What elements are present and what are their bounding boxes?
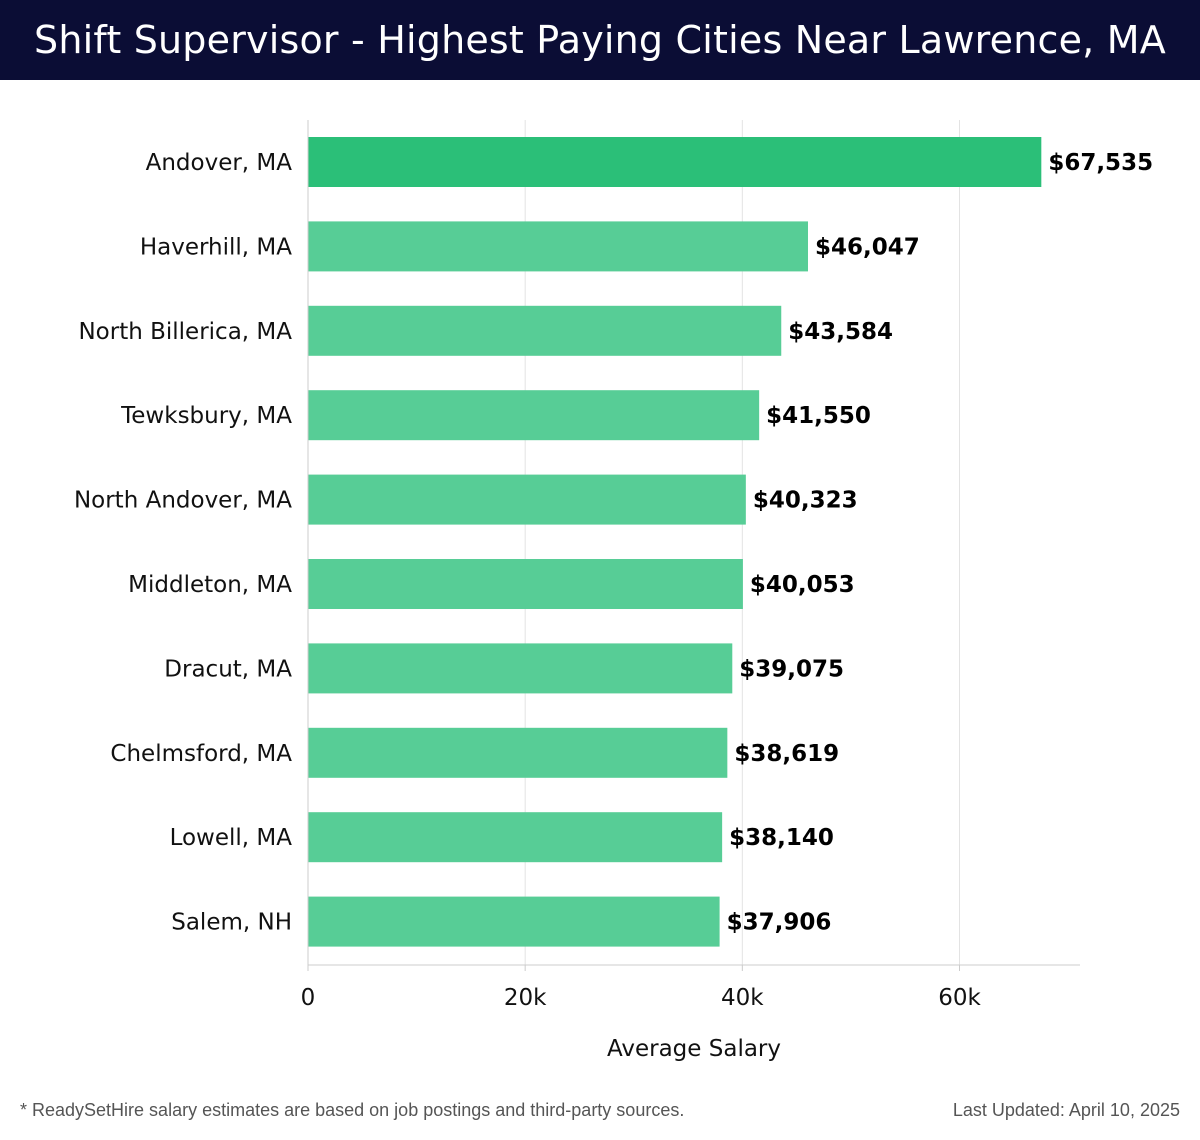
category-label: North Andover, MA	[74, 488, 292, 514]
value-label: $46,047	[815, 234, 920, 260]
bar	[308, 812, 723, 863]
value-label: $37,906	[727, 910, 832, 936]
page-title: Shift Supervisor - Highest Paying Cities…	[34, 18, 1166, 62]
category-label: Salem, NH	[171, 910, 292, 936]
bar	[308, 559, 743, 609]
value-label: $40,053	[750, 572, 855, 598]
bar	[308, 643, 733, 694]
bar	[308, 896, 720, 947]
category-label: Andover, MA	[146, 150, 293, 176]
bar-chart: Andover, MA $67,535 Haverhill, MA $46,047 No…	[74, 120, 1153, 1062]
footnote: * ReadySetHire salary estimates are base…	[20, 1100, 685, 1120]
category-label: North Billerica, MA	[78, 319, 292, 345]
value-label: $67,535	[1048, 150, 1153, 176]
category-label: Haverhill, MA	[140, 234, 292, 260]
x-axis-title: Average Salary	[607, 1036, 781, 1062]
bar	[308, 727, 728, 778]
last-updated: Last Updated: April 10, 2025	[952, 1100, 1180, 1120]
category-label: Dracut, MA	[164, 656, 292, 682]
value-label: $39,075	[739, 656, 844, 682]
value-label: $43,584	[788, 319, 893, 345]
category-label: Middleton, MA	[128, 572, 292, 598]
category-label: Chelmsford, MA	[110, 741, 292, 767]
bar	[308, 221, 808, 272]
value-label: $41,550	[766, 403, 871, 429]
category-label: Tewksbury, MA	[120, 403, 292, 429]
value-label: $40,323	[753, 488, 858, 514]
bar	[308, 305, 782, 356]
value-label: $38,619	[734, 741, 839, 767]
x-tick-label: 0	[301, 985, 316, 1011]
category-label: Lowell, MA	[170, 825, 293, 851]
bar	[308, 474, 746, 525]
x-tick-label: 60k	[938, 985, 981, 1011]
x-tick-label: 40k	[721, 985, 764, 1011]
bar	[308, 137, 1042, 187]
value-label: $38,140	[729, 825, 834, 851]
x-tick-label: 20k	[504, 985, 547, 1011]
title-bar: Shift Supervisor - Highest Paying Cities…	[0, 0, 1200, 80]
bar	[308, 390, 760, 441]
